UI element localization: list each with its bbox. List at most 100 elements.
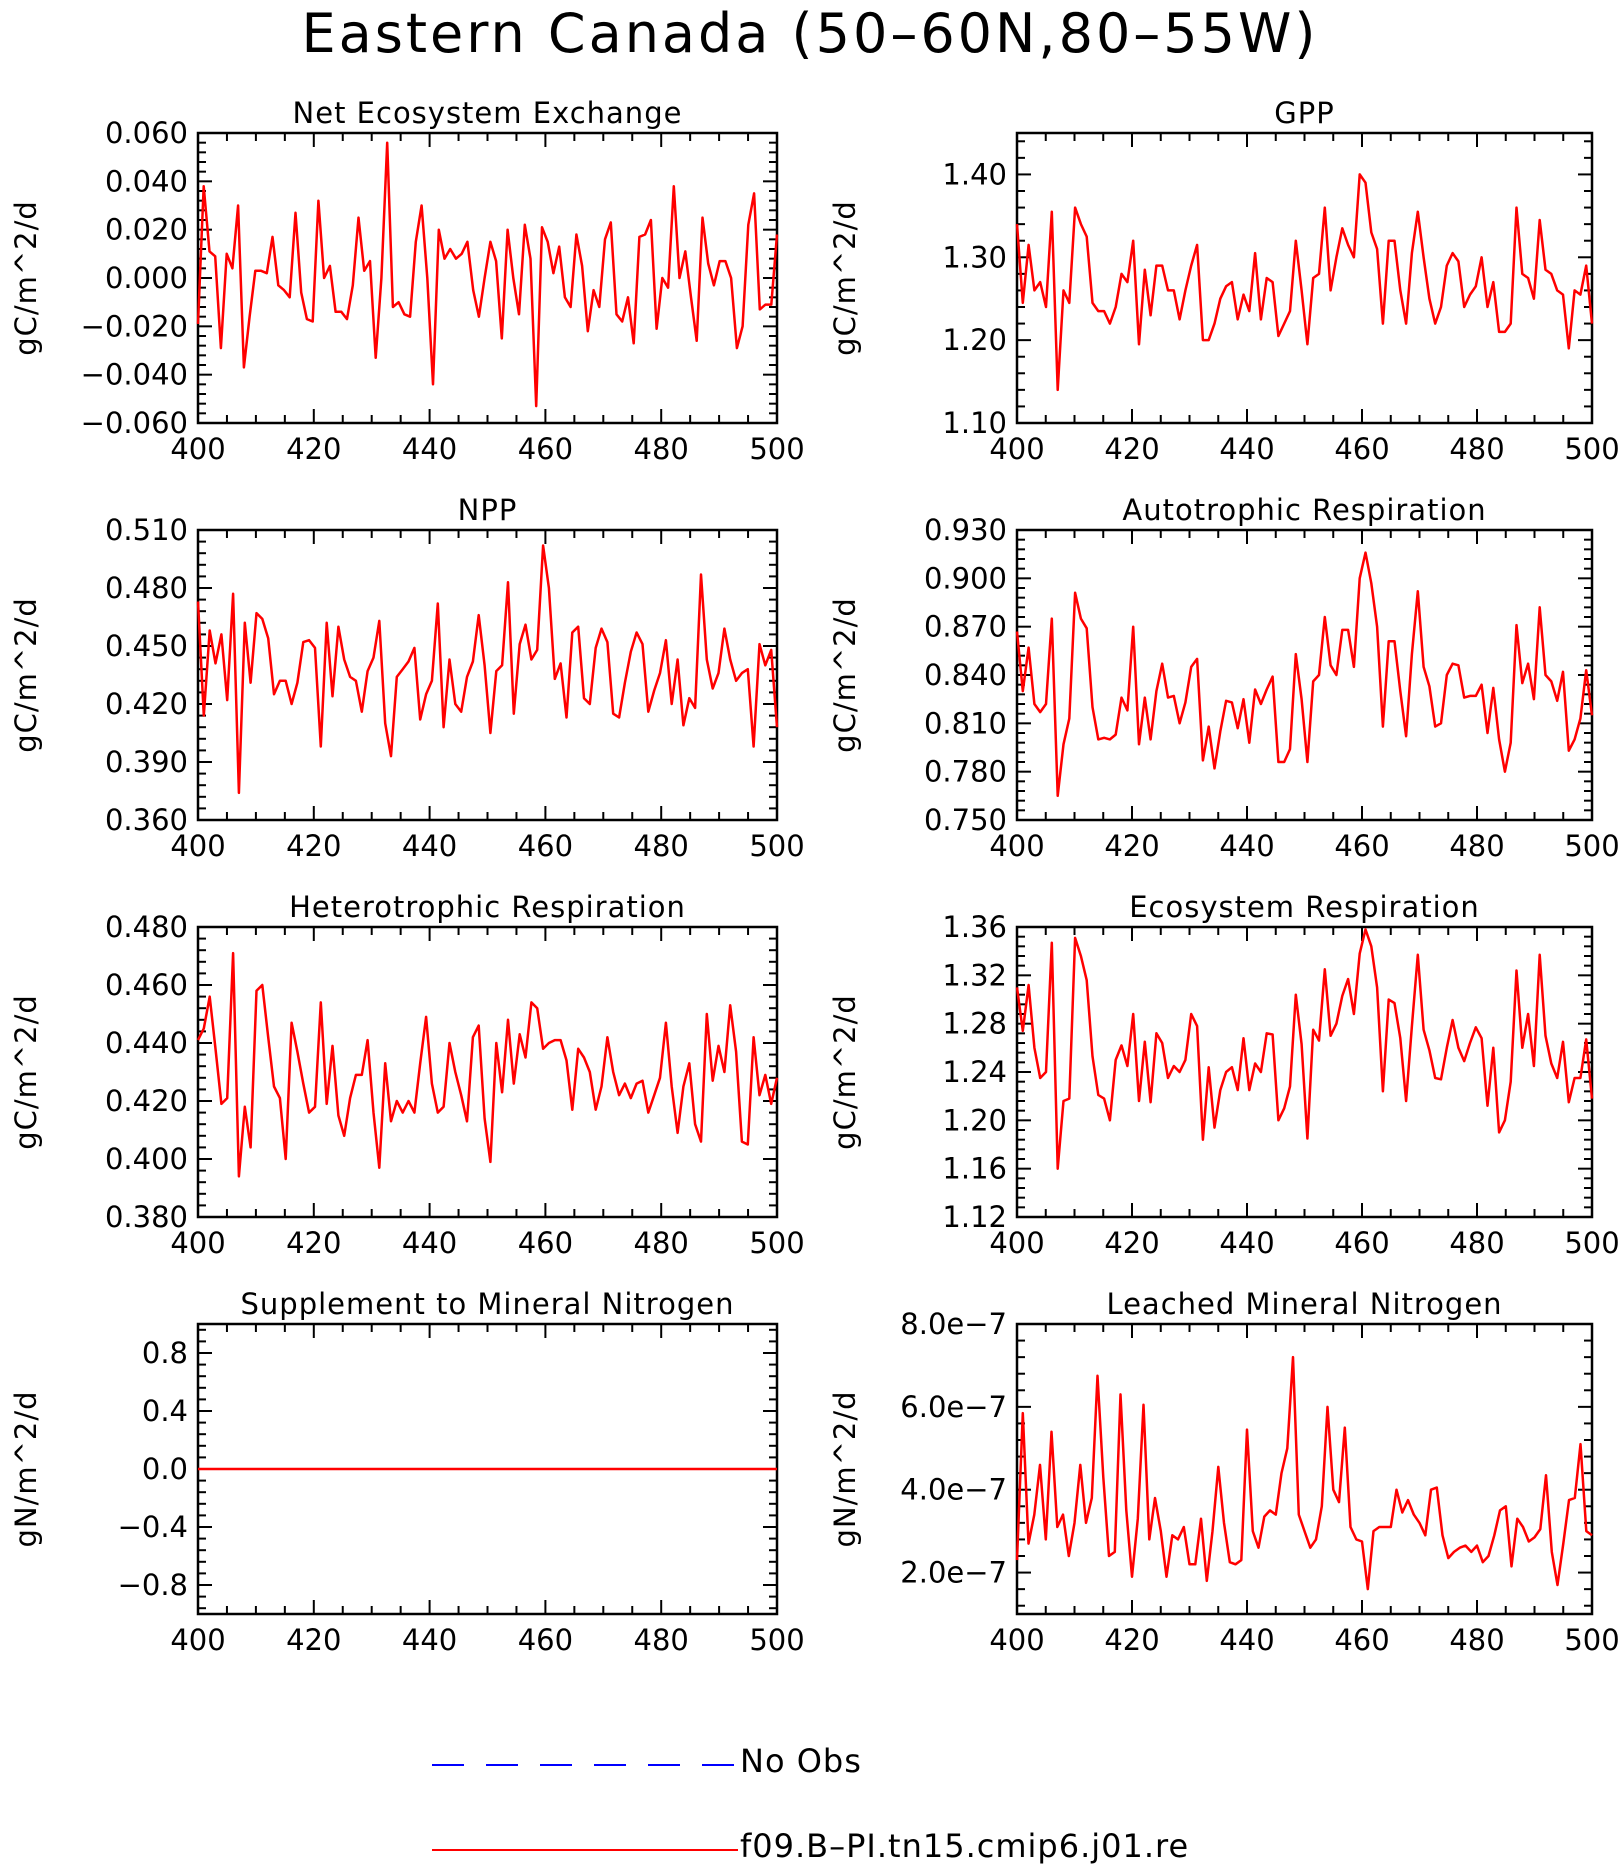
panel-title: NPP (458, 493, 518, 527)
y-tick-label: 0.780 (924, 755, 1007, 789)
y-axis-label: gN/m^2/d (9, 1390, 43, 1547)
x-tick-label: 460 (518, 1226, 573, 1260)
legend-line-model (432, 1849, 738, 1851)
y-tick-label: 0.440 (105, 1026, 188, 1060)
x-tick-label: 460 (1334, 1226, 1389, 1260)
y-tick-label: 0.460 (105, 968, 188, 1002)
y-tick-label: 0.480 (105, 910, 188, 944)
legend-line-no-obs (432, 1764, 738, 1766)
y-tick-label: 1.16 (942, 1152, 1007, 1186)
x-tick-label: 420 (286, 432, 341, 466)
panel-4: Autotrophic Respiration gC/m^2/d 400 420 440… (828, 493, 1620, 863)
x-tick-label: 460 (1334, 432, 1389, 466)
y-tick-label: 1.12 (942, 1200, 1007, 1234)
y-tick-label: 0.060 (105, 116, 188, 150)
x-tick-label: 400 (170, 1226, 225, 1260)
x-tick-label: 480 (1449, 1226, 1504, 1260)
y-tick-label: 0.750 (924, 803, 1007, 837)
x-tick-label: 400 (170, 1623, 225, 1657)
y-tick-label: 1.20 (942, 323, 1007, 357)
x-tick-label: 400 (170, 432, 225, 466)
x-tick-label: 440 (402, 432, 457, 466)
y-tick-label: 0.000 (105, 261, 188, 295)
panel-title: Net Ecosystem Exchange (293, 96, 683, 130)
panel-title: Supplement to Mineral Nitrogen (241, 1287, 735, 1321)
x-tick-label: 400 (989, 829, 1044, 863)
x-tick-label: 500 (1564, 829, 1619, 863)
x-tick-label: 500 (749, 1226, 804, 1260)
y-tick-label: 1.28 (942, 1007, 1007, 1041)
x-tick-label: 480 (1449, 432, 1504, 466)
x-tick-label: 500 (749, 1623, 804, 1657)
y-tick-label: 4.0e−7 (900, 1473, 1007, 1507)
series-line (1015, 173, 1594, 392)
x-tick-label: 440 (1219, 432, 1274, 466)
y-tick-label: −0.040 (81, 358, 188, 392)
y-tick-label: 6.0e−7 (900, 1390, 1007, 1424)
series-line (196, 141, 779, 408)
legend-label-model: f09.B–PI.tn15.cmip6.j01.re (740, 1827, 1190, 1865)
x-tick-label: 420 (286, 829, 341, 863)
y-axis-label: gN/m^2/d (828, 1390, 862, 1547)
x-tick-label: 480 (634, 1623, 689, 1657)
x-tick-label: 420 (1104, 1623, 1159, 1657)
x-tick-label: 440 (402, 1623, 457, 1657)
x-tick-label: 440 (402, 1226, 457, 1260)
series-line (1015, 1355, 1593, 1591)
x-tick-label: 460 (518, 1623, 573, 1657)
x-tick-label: 440 (402, 829, 457, 863)
y-tick-label: 0.4 (142, 1394, 188, 1428)
y-tick-label: 1.24 (942, 1055, 1007, 1089)
x-tick-label: 400 (989, 1226, 1044, 1260)
y-tick-label: 0.020 (105, 213, 188, 247)
y-tick-label: 1.20 (942, 1103, 1007, 1137)
plot-frame (196, 131, 779, 425)
x-tick-label: 420 (1104, 1226, 1159, 1260)
x-tick-label: 480 (1449, 829, 1504, 863)
x-tick-label: 460 (518, 432, 573, 466)
y-tick-label: 0.420 (105, 687, 188, 721)
series-line (1015, 928, 1594, 1170)
x-tick-label: 500 (1564, 432, 1619, 466)
y-tick-label: 0.0 (142, 1452, 188, 1486)
y-tick-label: 8.0e−7 (900, 1307, 1007, 1341)
y-tick-label: 0.810 (924, 706, 1007, 740)
x-tick-label: 500 (1564, 1226, 1619, 1260)
y-tick-label: 0.900 (924, 561, 1007, 595)
x-tick-label: 420 (286, 1226, 341, 1260)
x-tick-label: 500 (749, 829, 804, 863)
panel-title: Autotrophic Respiration (1122, 493, 1486, 527)
panel-title: Heterotrophic Respiration (289, 890, 686, 924)
series-line (196, 951, 779, 1178)
y-tick-label: 0.8 (142, 1336, 188, 1370)
x-tick-label: 420 (1104, 829, 1159, 863)
y-tick-label: 0.400 (105, 1142, 188, 1176)
panel-title: Leached Mineral Nitrogen (1106, 1287, 1502, 1321)
x-tick-label: 440 (1219, 1226, 1274, 1260)
x-tick-label: 440 (1219, 829, 1274, 863)
y-tick-label: 0.480 (105, 571, 188, 605)
panel-6: Ecosystem Respiration gC/m^2/d 400 420 440 46… (828, 890, 1620, 1260)
x-tick-label: 400 (170, 829, 225, 863)
y-tick-label: 1.36 (942, 910, 1007, 944)
y-axis-label: gC/m^2/d (828, 597, 862, 753)
y-tick-label: 0.420 (105, 1084, 188, 1118)
y-tick-label: 1.40 (942, 157, 1007, 191)
y-tick-label: 0.870 (924, 610, 1007, 644)
x-tick-label: 480 (1449, 1623, 1504, 1657)
x-tick-label: 480 (634, 829, 689, 863)
plot-frame (196, 528, 779, 822)
y-tick-label: 0.450 (105, 629, 188, 663)
y-tick-label: 1.30 (942, 240, 1007, 274)
x-tick-label: 500 (1564, 1623, 1619, 1657)
panel-2: GPP gC/m^2/d 400 420 440 460 480 500 1.10 1.20 1.3… (828, 96, 1620, 466)
panel-title: GPP (1274, 96, 1334, 130)
y-axis-label: gC/m^2/d (9, 597, 43, 753)
y-axis-label: gC/m^2/d (9, 200, 43, 356)
x-tick-label: 460 (1334, 829, 1389, 863)
panel-1: Net Ecosystem Exchange gC/m^2/d 400 420 440 4… (9, 96, 805, 466)
y-tick-label: 0.040 (105, 164, 188, 198)
panel-5: Heterotrophic Respiration gC/m^2/d 400 420 4… (9, 890, 805, 1260)
x-tick-label: 460 (518, 829, 573, 863)
y-tick-label: 0.360 (105, 803, 188, 837)
